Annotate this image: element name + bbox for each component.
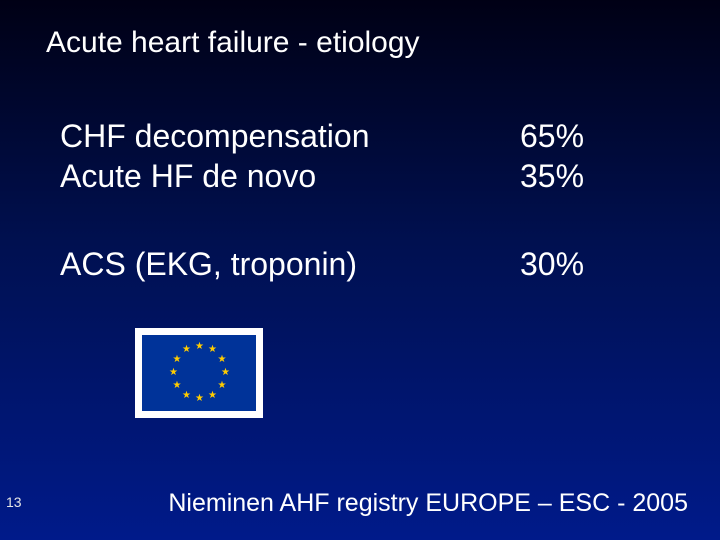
eu-star-icon: ★: [182, 346, 190, 354]
page-number: 13: [6, 494, 22, 510]
eu-star-icon: ★: [218, 356, 226, 364]
etiology-row: ACS (EKG, troponin) 30%: [60, 246, 620, 283]
eu-star-icon: ★: [208, 392, 216, 400]
eu-star-icon: ★: [208, 346, 216, 354]
eu-star-icon: ★: [172, 356, 180, 364]
eu-star-icon: ★: [169, 369, 177, 377]
citation-text: Nieminen AHF registry EUROPE – ESC - 200…: [168, 489, 688, 518]
eu-star-icon: ★: [195, 343, 203, 351]
eu-star-icon: ★: [172, 382, 180, 390]
eu-star-icon: ★: [195, 395, 203, 403]
eu-star-icon: ★: [218, 382, 226, 390]
row-value: 65%: [520, 118, 620, 155]
etiology-row: CHF decompensation 65%: [60, 118, 620, 155]
slide-title: Acute heart failure - etiology: [46, 26, 420, 60]
eu-flag-frame: ★★★★★★★★★★★★: [135, 328, 263, 418]
slide: Acute heart failure - etiology CHF decom…: [0, 0, 720, 540]
eu-star-icon: ★: [221, 369, 229, 377]
eu-star-icon: ★: [182, 392, 190, 400]
row-label: ACS (EKG, troponin): [60, 246, 357, 283]
etiology-row: Acute HF de novo 35%: [60, 158, 620, 195]
row-label: Acute HF de novo: [60, 158, 316, 195]
eu-flag-icon: ★★★★★★★★★★★★: [142, 335, 256, 411]
row-value: 35%: [520, 158, 620, 195]
row-value: 30%: [520, 246, 620, 283]
row-label: CHF decompensation: [60, 118, 369, 155]
